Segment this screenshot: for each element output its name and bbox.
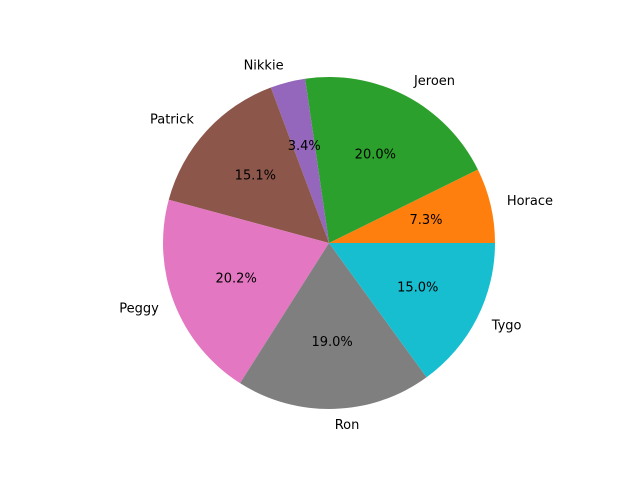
pie-slice-jeroen [305,76,478,244]
pie-slice-peggy [163,199,329,384]
pie-slice-patrick [168,87,329,243]
pie-label-horace: Horace [507,194,553,209]
pie-label-ron: Ron [335,418,360,433]
pie-label-tygo: Tygo [491,318,522,333]
pie-percent-ron: 19.0% [311,335,352,350]
pie-slices [163,76,495,410]
pie-percent-horace: 7.3% [409,213,442,228]
pie-percent-nikkie: 3.4% [288,139,321,154]
pie-percent-jeroen: 20.0% [355,147,396,162]
pie-label-peggy: Peggy [119,302,159,317]
pie-percent-patrick: 15.1% [235,168,276,183]
pie-percent-tygo: 15.0% [397,281,438,296]
pie-slice-horace [329,169,495,243]
pie-slice-tygo [329,243,495,378]
pie-label-jeroen: Jeroen [413,74,455,89]
pie-labels: Horace 7.3% Jeroen 20.0% Nikkie 3.4% Patrick 15… [119,59,553,433]
pie-percent-peggy: 20.2% [216,272,257,287]
pie-slice-ron [240,243,427,410]
pie-slice-nikkie [270,78,329,243]
pie-label-patrick: Patrick [150,113,194,128]
pie-label-nikkie: Nikkie [244,59,284,74]
